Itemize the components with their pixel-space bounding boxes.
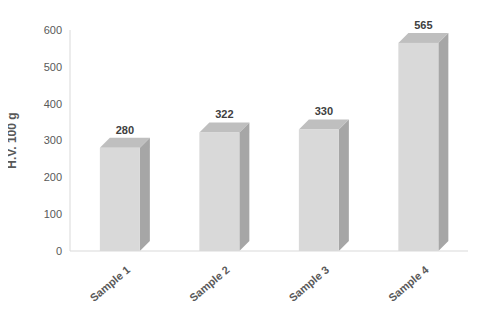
svg-text:565: 565 [414, 19, 432, 31]
svg-text:200: 200 [44, 171, 62, 183]
svg-text:H.V. 100 g: H.V. 100 g [8, 112, 19, 168]
svg-text:Sample 2: Sample 2 [187, 263, 232, 303]
svg-text:0: 0 [56, 245, 62, 257]
svg-text:330: 330 [315, 105, 333, 117]
svg-text:500: 500 [44, 61, 62, 73]
svg-text:322: 322 [215, 108, 233, 120]
svg-text:600: 600 [44, 24, 62, 36]
svg-text:Sample 4: Sample 4 [386, 263, 431, 304]
svg-text:100: 100 [44, 208, 62, 220]
svg-text:300: 300 [44, 134, 62, 146]
svg-text:Sample 1: Sample 1 [87, 263, 132, 303]
svg-text:280: 280 [116, 124, 134, 136]
svg-text:Sample 3: Sample 3 [286, 263, 331, 303]
svg-text:400: 400 [44, 98, 62, 110]
